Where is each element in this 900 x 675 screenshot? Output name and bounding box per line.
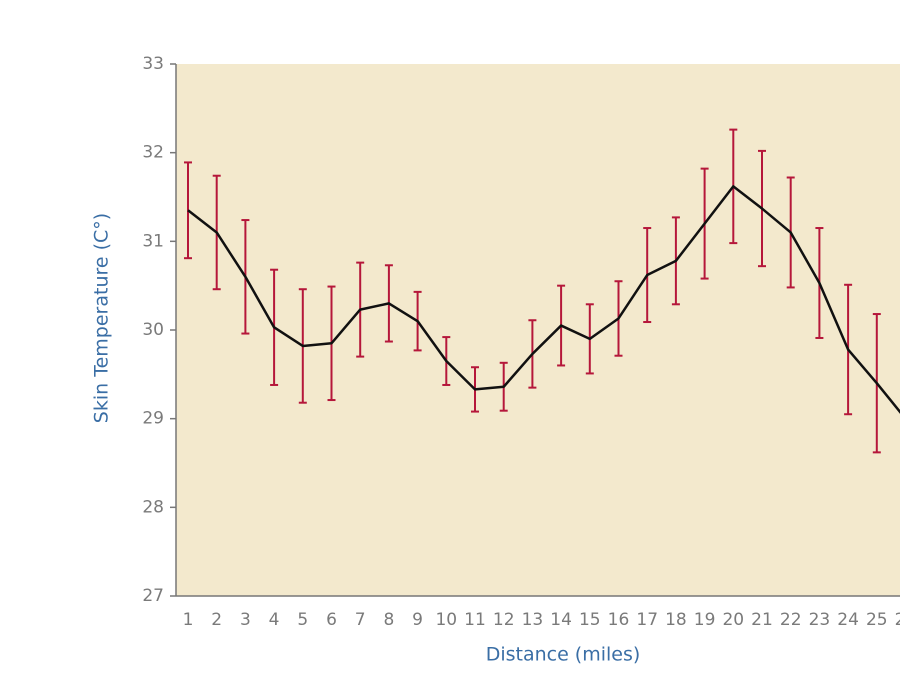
x-tick-label: 25: [866, 610, 888, 630]
x-tick-label: 1: [183, 610, 194, 630]
x-tick-label: 12: [493, 610, 515, 630]
x-tick-label: 3: [240, 610, 251, 630]
x-tick-label: 22: [780, 610, 802, 630]
x-tick-label: 21: [751, 610, 773, 630]
y-tick-label: 27: [142, 586, 164, 606]
y-tick-label: 33: [142, 54, 164, 74]
x-tick-label: 5: [297, 610, 308, 630]
x-tick-label: 7: [355, 610, 366, 630]
x-tick-label: 18: [665, 610, 687, 630]
y-tick-label: 32: [142, 143, 164, 163]
y-axis-title: Skin Temperature (C°): [91, 213, 113, 423]
x-tick-label: 16: [608, 610, 630, 630]
x-tick-label: 11: [464, 610, 486, 630]
x-tick-label: 17: [636, 610, 658, 630]
y-tick-label: 29: [142, 409, 164, 429]
x-tick-label: 13: [522, 610, 544, 630]
plot-background: [176, 64, 900, 596]
x-tick-label: 10: [435, 610, 457, 630]
x-tick-label: 24: [837, 610, 859, 630]
x-tick-label: 8: [383, 610, 394, 630]
x-tick-label: 20: [722, 610, 744, 630]
x-tick-label: 26: [895, 610, 900, 630]
x-tick-label: 23: [809, 610, 831, 630]
x-tick-label: 19: [694, 610, 716, 630]
x-tick-label: 9: [412, 610, 423, 630]
x-tick-label: 6: [326, 610, 337, 630]
x-axis-title: Distance (miles): [486, 644, 641, 666]
y-tick-label: 31: [142, 231, 164, 251]
y-tick-label: 30: [142, 320, 164, 340]
x-tick-label: 14: [550, 610, 572, 630]
x-tick-label: 4: [269, 610, 280, 630]
y-tick-label: 28: [142, 497, 164, 517]
x-tick-label: 15: [579, 610, 601, 630]
line: [187, 185, 900, 414]
x-tick-label: 2: [211, 610, 222, 630]
